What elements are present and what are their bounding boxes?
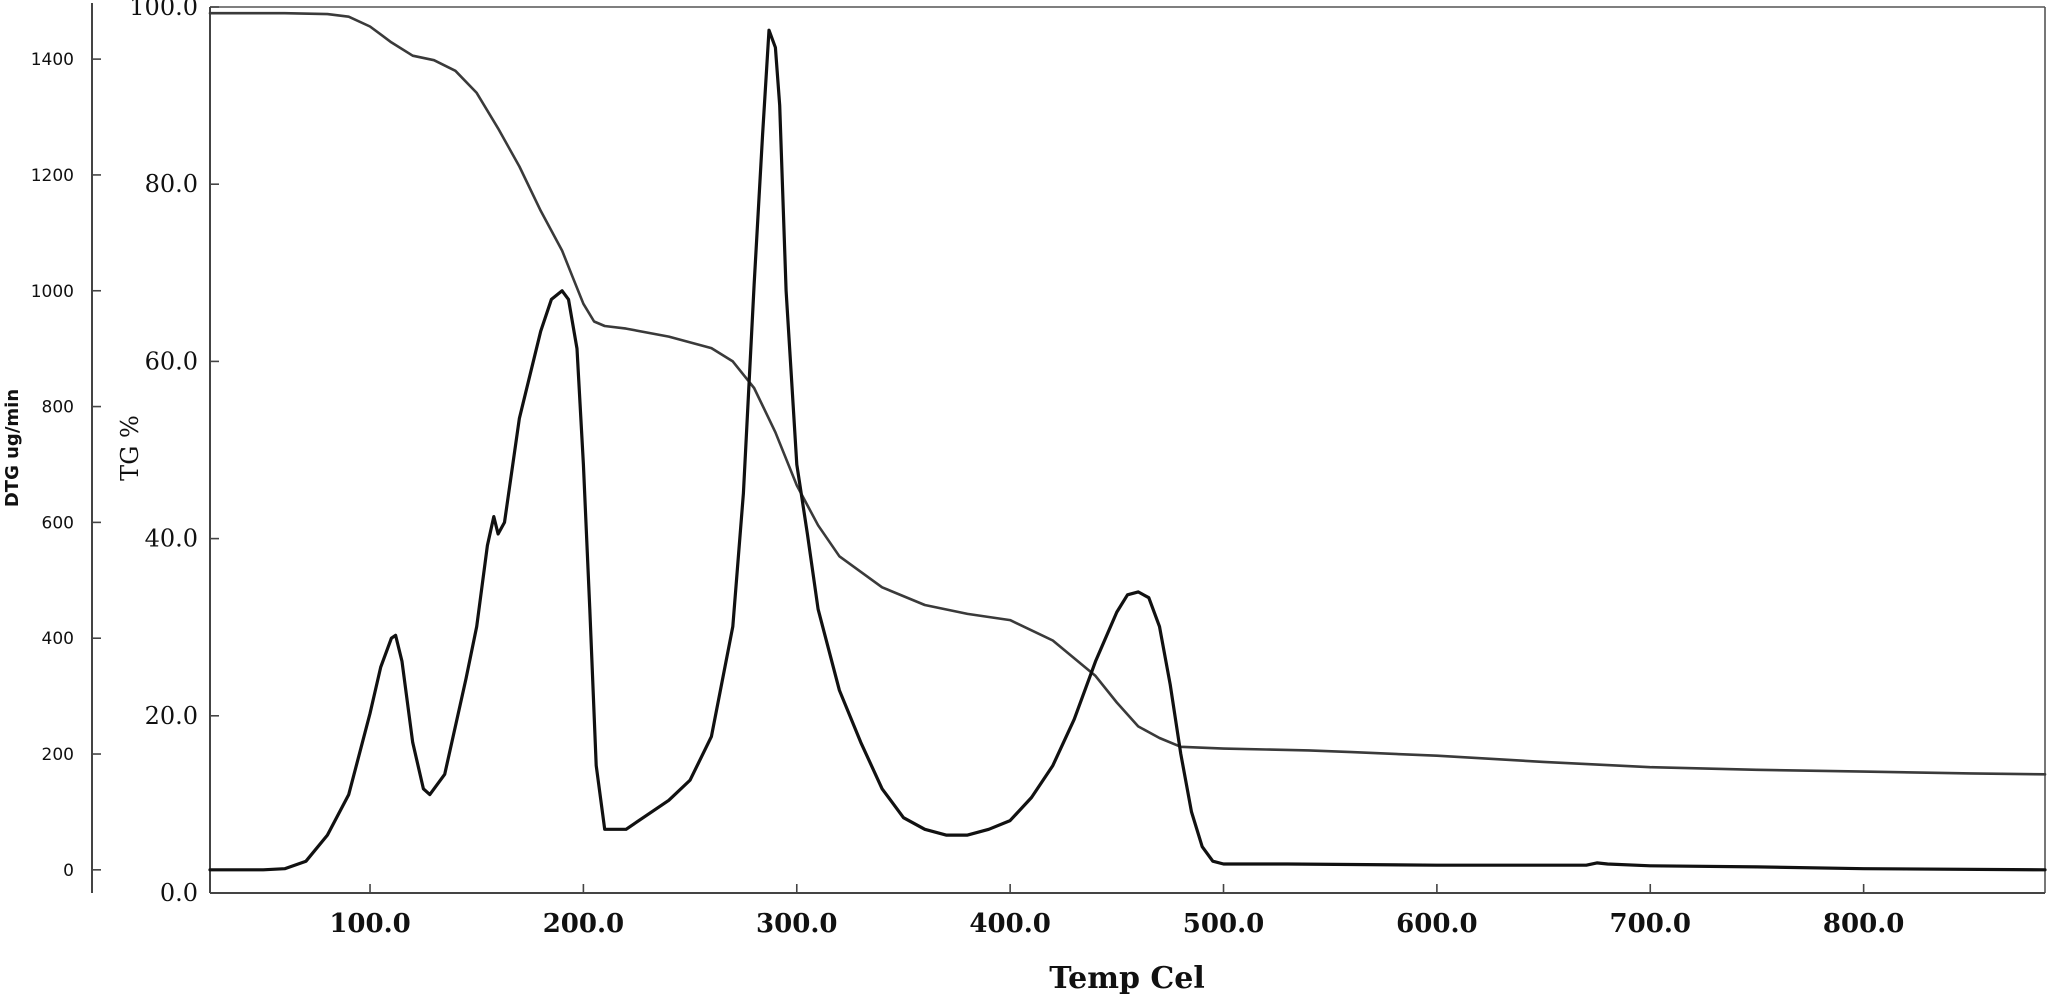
dtg-axis-ticks: 0 200 400 600 800 1000 1200 1400 <box>31 50 101 881</box>
x-tick-label: 200.0 <box>543 909 624 939</box>
series-layer <box>208 11 2047 872</box>
tg-tick-label: 80.0 <box>145 170 198 198</box>
x-tick-label: 400.0 <box>969 909 1050 939</box>
x-tick-label: 500.0 <box>1183 909 1264 939</box>
dtg-axis-title: DTG ug/min <box>2 389 23 507</box>
dtg-tick-label: 0 <box>63 861 74 881</box>
x-tick-label: 300.0 <box>756 909 837 939</box>
tg-tick-label: 40.0 <box>145 525 198 553</box>
tg-curve <box>208 11 2047 776</box>
dtg-tick-label: 1000 <box>31 282 74 302</box>
dtg-tick-label: 200 <box>42 745 74 765</box>
dtg-tick-label: 800 <box>42 398 74 418</box>
dtg-curve <box>208 28 2047 872</box>
dtg-tick-label: 1400 <box>31 50 74 70</box>
x-tick-label: 700.0 <box>1610 909 1691 939</box>
x-tick-label: 800.0 <box>1823 909 1904 939</box>
tg-tick-label: 20.0 <box>145 702 198 730</box>
dtg-tick-label: 600 <box>42 513 74 533</box>
x-axis-ticks: 100.0 200.0 300.0 400.0 500.0 600.0 700.0 800.0 <box>329 884 1904 939</box>
tg-tick-label: 0.0 <box>160 879 198 907</box>
plot-frame <box>91 3 2046 894</box>
x-tick-label: 600.0 <box>1396 909 1477 939</box>
tg-tick-label: 60.0 <box>145 347 198 375</box>
dtg-tick-label: 400 <box>42 629 74 649</box>
tg-tick-label: 100.0 <box>129 0 198 21</box>
dtg-tick-label: 1200 <box>31 166 74 186</box>
tg-axis-ticks: 0.0 20.0 40.0 60.0 80.0 100.0 <box>129 0 219 907</box>
x-axis-title: Temp Cel <box>1049 961 1205 996</box>
tg-axis-title: TG % <box>116 415 144 481</box>
x-tick-label: 100.0 <box>329 909 410 939</box>
